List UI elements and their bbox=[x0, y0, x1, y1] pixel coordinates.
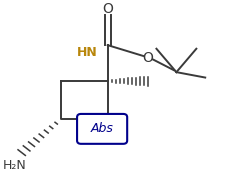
Text: Abs: Abs bbox=[91, 122, 114, 135]
Text: HN: HN bbox=[77, 46, 98, 59]
Text: O: O bbox=[142, 51, 153, 65]
FancyBboxPatch shape bbox=[77, 114, 127, 144]
Text: H₂N: H₂N bbox=[3, 159, 26, 172]
Text: O: O bbox=[102, 2, 113, 16]
